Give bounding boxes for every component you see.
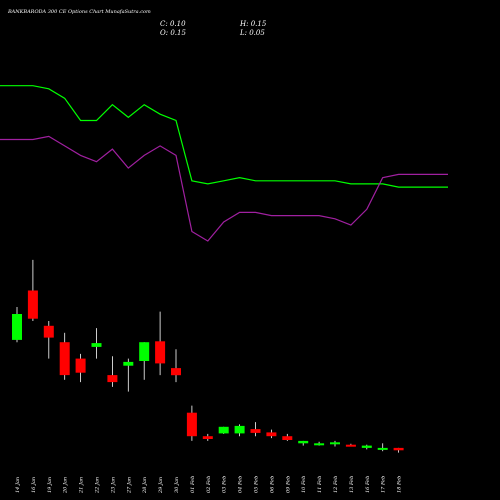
- x-tick-label: 06 Feb: [269, 476, 275, 493]
- candle-body-up: [361, 445, 372, 448]
- candle-body-down: [171, 368, 181, 376]
- magenta-average-line: [0, 135, 448, 242]
- candle-body-up: [139, 342, 150, 361]
- candle-body-down: [282, 436, 293, 440]
- x-tick-label: 21 Jan: [79, 477, 85, 494]
- x-tick-label: 27 Jan: [126, 477, 132, 494]
- x-tick-label: 03 Feb: [222, 476, 228, 493]
- x-tick-label: 13 Feb: [349, 476, 355, 493]
- candle-body-down: [107, 375, 118, 383]
- candle-body-down: [186, 412, 197, 437]
- candle-body-up: [234, 425, 245, 434]
- candle-body-up: [123, 361, 134, 366]
- x-tick-label: 22 Jan: [95, 477, 101, 494]
- green-average-line: [0, 85, 448, 188]
- x-tick-label: 18 Feb: [397, 476, 403, 493]
- candle-body-up: [314, 443, 325, 446]
- candle-body-down: [202, 436, 213, 439]
- x-tick-label: 10 Feb: [301, 476, 307, 493]
- x-tick-label: 12 Feb: [333, 476, 339, 493]
- x-tick-label: 16 Jan: [31, 477, 37, 493]
- candle-body-up: [218, 426, 229, 434]
- x-tick-label: 20 Jan: [63, 477, 69, 494]
- candle-body-down: [345, 444, 356, 447]
- x-tick-label: 05 Feb: [254, 476, 260, 493]
- candle-body-up: [377, 447, 388, 450]
- x-tick-label: 14 Jan: [15, 477, 21, 493]
- x-tick-label: 11 Feb: [317, 476, 323, 493]
- high-value: H: 0.15: [240, 20, 267, 28]
- x-tick-label: 30 Jan: [174, 477, 180, 493]
- candle-body-down: [393, 447, 404, 451]
- x-tick-label: 28 Jan: [142, 477, 148, 494]
- x-tick-label: 04 Feb: [238, 476, 244, 493]
- candle-body-down: [27, 290, 38, 319]
- candle-body-down: [59, 342, 70, 376]
- x-tick-label: 09 Feb: [285, 476, 291, 493]
- x-tick-label: 16 Feb: [365, 476, 371, 493]
- close-value: C: 0.10: [160, 20, 186, 28]
- open-value: O: 0.15: [160, 29, 186, 37]
- x-tick-label: 29 Jan: [158, 477, 164, 494]
- x-tick-label: 01 Feb: [190, 476, 196, 493]
- candle-body-down: [266, 432, 277, 437]
- candle-body-down: [155, 341, 166, 364]
- candle-body-up: [12, 314, 22, 340]
- candle-body-down: [75, 358, 86, 373]
- x-tick-label: 19 Jan: [47, 477, 53, 493]
- low-value: L: 0.05: [240, 29, 265, 37]
- candle-body-up: [330, 442, 340, 445]
- candle-body-up: [298, 440, 309, 444]
- x-tick-label: 23 Jan: [110, 477, 116, 494]
- candle-body-down: [250, 429, 261, 433]
- candle-body-up: [91, 343, 102, 347]
- x-tick-label: 17 Feb: [381, 476, 387, 493]
- chart-title: BANKBARODA 300 CE Options Chart MunafaSu…: [8, 9, 151, 15]
- x-tick-label: 02 Feb: [206, 476, 212, 493]
- candle-body-down: [43, 325, 54, 338]
